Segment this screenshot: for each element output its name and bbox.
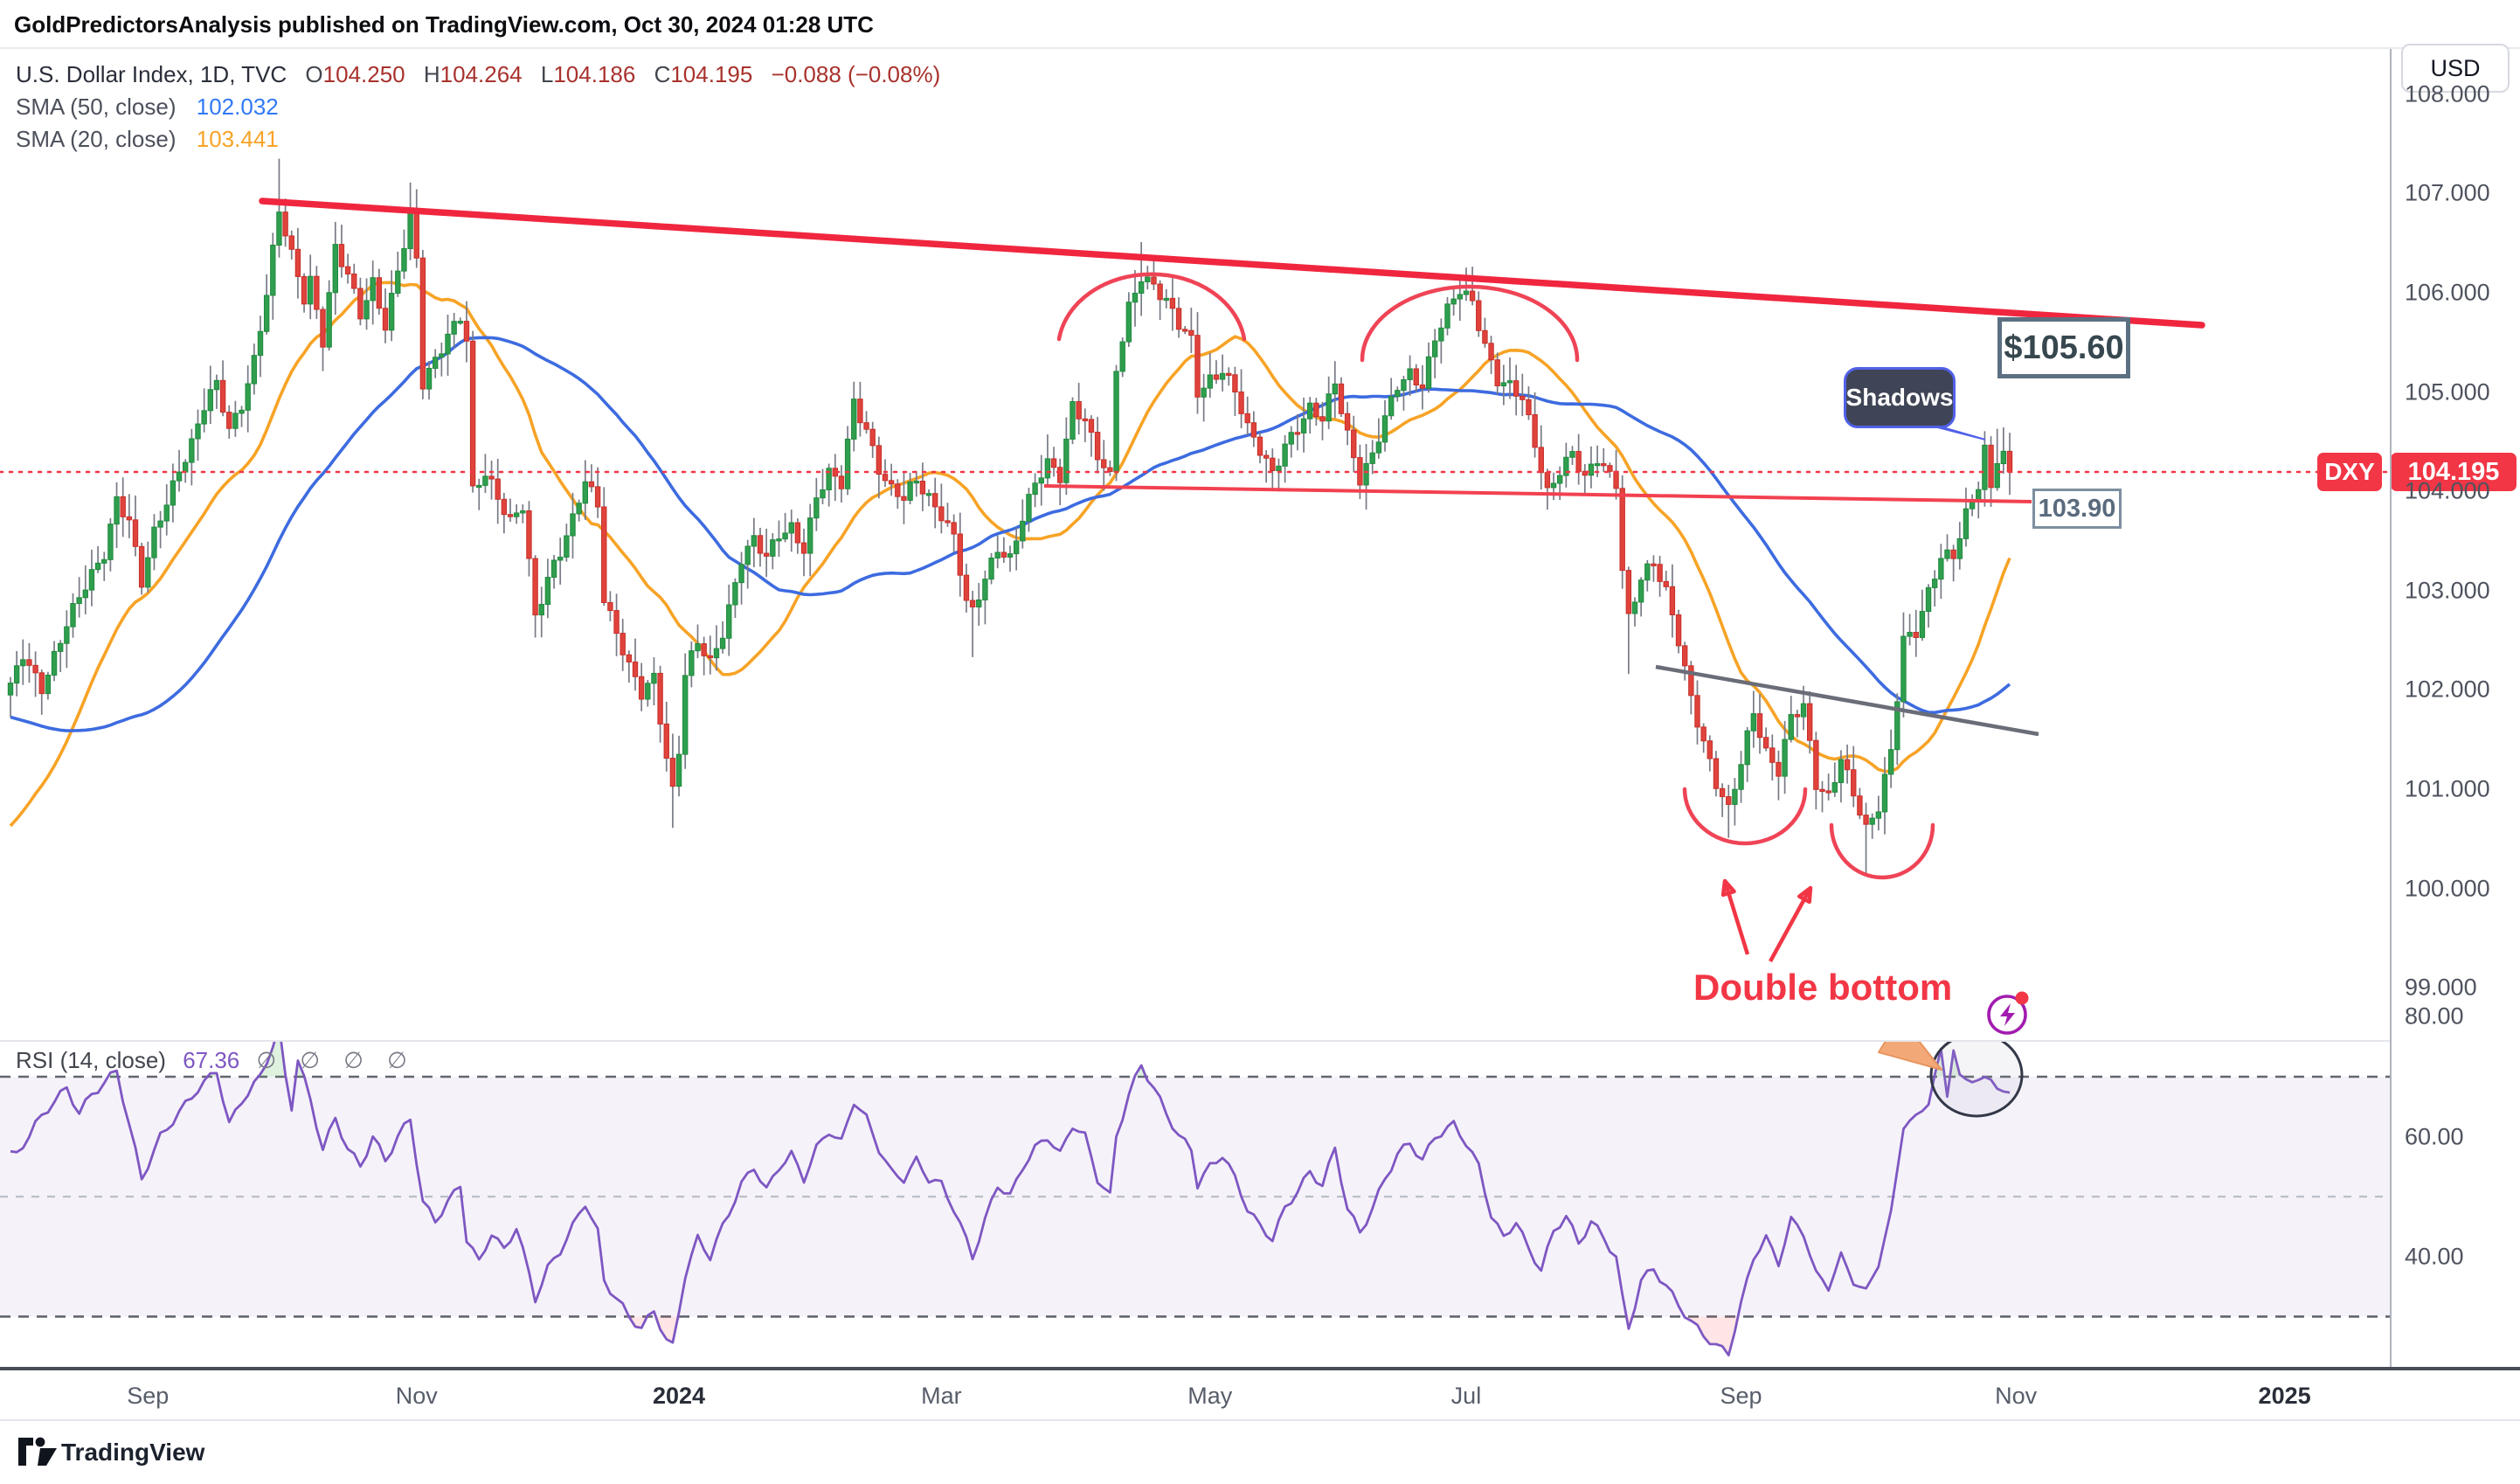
arrowhead <box>1720 878 1736 898</box>
orange-arrow-icon <box>1878 1042 1942 1071</box>
sma20-line[interactable] <box>9 281 2011 828</box>
sma20-legend[interactable]: SMA (20, close) 103.441 <box>16 126 279 153</box>
close-value: 104.195 <box>670 61 753 87</box>
red-arc-2[interactable] <box>1360 284 1580 363</box>
rsi-legend[interactable]: RSI (14, close) 67.36 ∅ ∅ ∅ ∅ <box>16 1047 416 1074</box>
candles <box>7 158 2013 874</box>
currency-button[interactable]: USD <box>2401 44 2510 93</box>
open-value: 104.250 <box>322 61 405 87</box>
rsi-tick-60.00: 60.00 <box>2405 1123 2464 1150</box>
sma50-legend[interactable]: SMA (50, close) 102.032 <box>16 94 279 121</box>
support-line[interactable] <box>1043 484 2032 503</box>
sma20-label: SMA (20, close) <box>16 126 177 152</box>
price-tick-104.000: 104.000 <box>2405 477 2490 504</box>
rsi-highlight-ellipse[interactable] <box>1929 1034 2024 1118</box>
red-arc-4[interactable] <box>1829 822 1935 880</box>
time-tick-Sep[interactable]: Sep <box>127 1383 170 1409</box>
pane-divider[interactable] <box>0 1040 2390 1042</box>
red-arc-3[interactable] <box>1682 787 1808 846</box>
change-value: −0.088 (−0.08%) <box>771 61 941 87</box>
symbol-title[interactable]: U.S. Dollar Index, 1D, TVC <box>16 61 287 87</box>
price-tick-102.000: 102.000 <box>2405 676 2490 703</box>
main-pane[interactable] <box>0 158 2390 1035</box>
header-bar <box>0 0 2520 47</box>
price-tick-101.000: 101.000 <box>2405 775 2490 802</box>
price-tick-100.000: 100.000 <box>2405 875 2490 902</box>
footer-bar <box>0 1421 2520 1484</box>
high-value: 104.264 <box>440 61 523 87</box>
high-label: H <box>423 61 440 87</box>
rsi-tick-80.00: 80.00 <box>2405 1002 2464 1030</box>
header-separator <box>0 47 2520 49</box>
time-tick-2024[interactable]: 2024 <box>653 1383 706 1409</box>
tradingview-brand[interactable]: TradingView <box>61 1439 205 1466</box>
symbol-legend[interactable]: U.S. Dollar Index, 1D, TVC O104.250 H104… <box>16 61 940 88</box>
symbol-badge[interactable]: DXY <box>2317 453 2382 491</box>
axis-border <box>2390 49 2392 1369</box>
price-tick-105.000: 105.000 <box>2405 378 2490 406</box>
low-label: L <box>540 61 554 87</box>
rsi-label: RSI (14, close) <box>16 1047 166 1073</box>
price-tick-106.000: 106.000 <box>2405 279 2490 306</box>
resistance-trendline[interactable] <box>259 198 2205 329</box>
sma50-line[interactable] <box>10 336 2011 732</box>
rsi-pane[interactable] <box>0 1012 2390 1356</box>
shadows-callout[interactable]: Shadows <box>1844 367 1956 428</box>
support-level-label[interactable]: 103.90 <box>2032 489 2122 529</box>
last-price-badge[interactable]: 104.195 <box>2391 453 2517 491</box>
sma50-value: 102.032 <box>196 94 279 120</box>
time-tick-Mar[interactable]: Mar <box>921 1383 962 1409</box>
flash-icon[interactable] <box>1987 991 2029 1035</box>
time-tick-Nov[interactable]: Nov <box>1995 1383 2038 1409</box>
footer-separator <box>0 1419 2520 1421</box>
price-tick-99.000: 99.000 <box>2405 974 2477 1001</box>
gray-trendline[interactable] <box>1655 664 2039 737</box>
price-target-label[interactable]: $105.60 <box>1997 317 2130 378</box>
time-tick-Nov[interactable]: Nov <box>395 1383 438 1409</box>
close-label: C <box>654 61 671 87</box>
low-value: 104.186 <box>553 61 636 87</box>
rsi-line[interactable] <box>10 1025 2011 1356</box>
time-tick-2025[interactable]: 2025 <box>2258 1383 2311 1409</box>
tradingview-logo-icon[interactable] <box>17 1437 58 1467</box>
double-bottom-label: Double bottom <box>1693 967 1953 1008</box>
time-axis-separator <box>0 1367 2520 1370</box>
rsi-tick-40.00: 40.00 <box>2405 1243 2464 1270</box>
price-tick-103.000: 103.000 <box>2405 577 2490 604</box>
sma20-value: 103.441 <box>196 126 279 152</box>
page-title: GoldPredictorsAnalysis published on Trad… <box>14 11 874 38</box>
time-tick-Jul[interactable]: Jul <box>1450 1383 1482 1409</box>
price-tick-107.000: 107.000 <box>2405 179 2490 206</box>
sma50-label: SMA (50, close) <box>16 94 177 120</box>
arrowhead <box>1797 885 1813 905</box>
rsi-empty-values: ∅ ∅ ∅ ∅ <box>256 1047 416 1073</box>
rsi-value: 67.36 <box>183 1047 240 1073</box>
price-tick-108.000: 108.000 <box>2405 80 2490 107</box>
open-label: O <box>305 61 323 87</box>
red-arc-1[interactable] <box>1056 272 1247 342</box>
time-tick-Sep[interactable]: Sep <box>1720 1383 1762 1409</box>
time-tick-May[interactable]: May <box>1187 1383 1233 1409</box>
